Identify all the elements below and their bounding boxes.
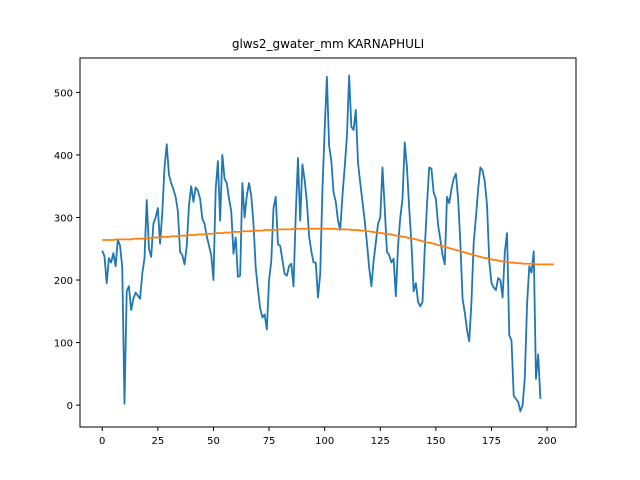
- x-tick-label: 150: [426, 436, 445, 447]
- x-tick-label: 175: [482, 436, 501, 447]
- plot-frame: [79, 57, 577, 428]
- y-tick-label: 500: [54, 88, 73, 99]
- x-tick-label: 50: [207, 436, 220, 447]
- series-layer: [101, 74, 554, 413]
- y-tick-label: 400: [54, 151, 73, 162]
- y-tick-label: 200: [54, 276, 73, 287]
- series-line-1: [101, 74, 542, 413]
- y-tick-label: 300: [54, 213, 73, 224]
- x-tick-label: 100: [315, 436, 334, 447]
- x-axis: 0 25 50 75 100 125 150 175 200: [99, 427, 557, 447]
- x-tick-label: 25: [151, 436, 164, 447]
- y-axis: 0 100 200 300 400 500: [54, 88, 80, 412]
- y-tick-label: 100: [54, 339, 73, 350]
- y-tick-label: 0: [67, 401, 73, 412]
- chart-title: glws2_gwater_mm KARNAPHULI: [232, 37, 424, 51]
- x-tick-label: 125: [371, 436, 390, 447]
- x-tick-label: 0: [99, 436, 105, 447]
- x-tick-label: 200: [538, 436, 557, 447]
- series-line-2: [102, 227, 554, 266]
- x-tick-label: 75: [263, 436, 276, 447]
